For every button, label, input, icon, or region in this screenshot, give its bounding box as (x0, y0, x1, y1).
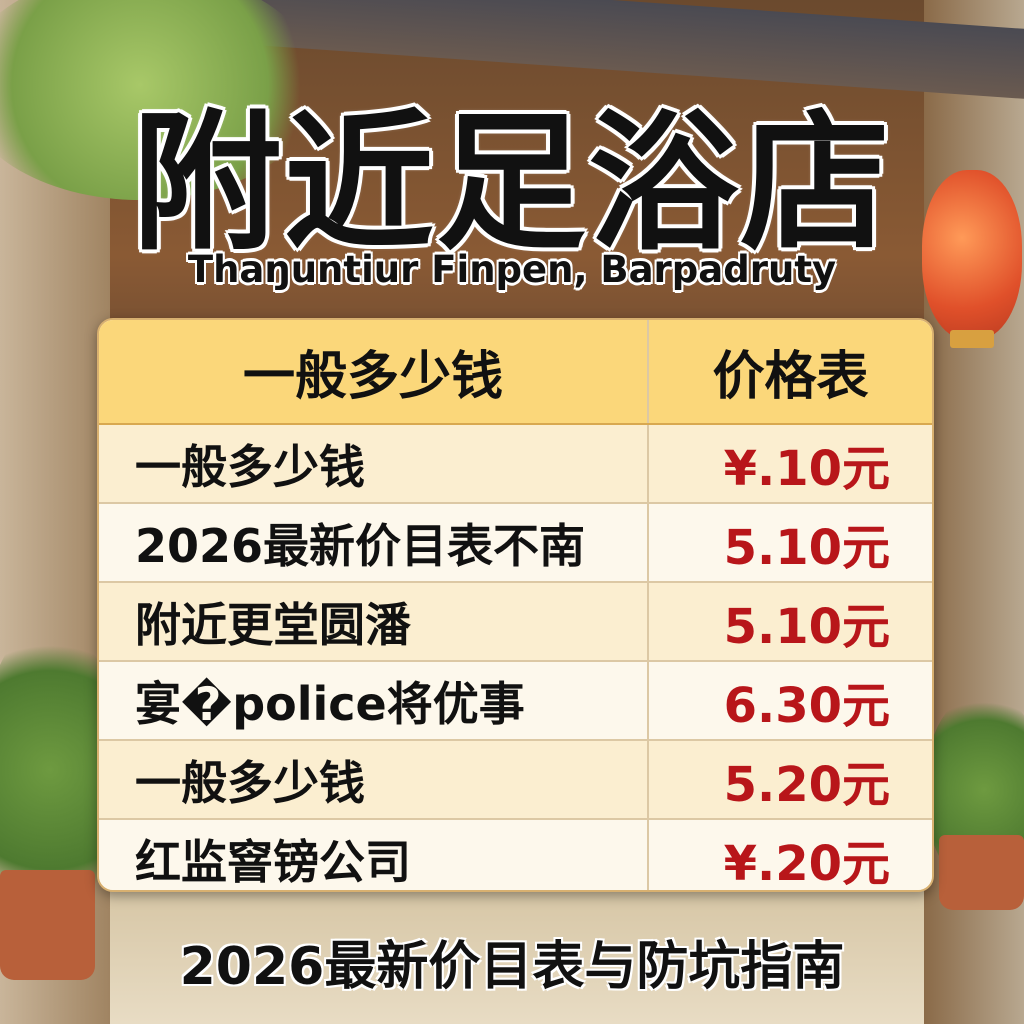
poster-subtitle: Thaŋuntiur Finpen, Barpadruty (187, 248, 837, 291)
table-row: 一般多少钱 5.20元 (99, 741, 932, 820)
item-name: 2026最新价目表不南 (99, 504, 649, 581)
flower-pot-right (939, 835, 1024, 910)
item-name: 一般多少钱 (99, 741, 649, 818)
item-name: 宴�police将优事 (99, 662, 649, 739)
flower-pot-left (0, 870, 95, 980)
tree-foliage (0, 0, 320, 200)
table-row: 2026最新价目表不南 5.10元 (99, 504, 932, 583)
item-name: 附近更堂圆潘 (99, 583, 649, 660)
table-header: 一般多少钱 价格表 (99, 320, 932, 425)
header-price: 价格表 (712, 347, 869, 407)
poster-footer: 2026最新价目表与防坑指南 (179, 937, 845, 997)
table-row: 一般多少钱 ¥.10元 (99, 425, 932, 504)
item-price: 5.20元 (723, 756, 890, 813)
table-row: 附近更堂圆潘 5.10元 (99, 583, 932, 662)
lantern-cap (950, 330, 994, 348)
item-name: 红监窨镑公司 (99, 820, 649, 890)
item-price: ¥.20元 (723, 835, 890, 892)
table-row: 宴�police将优事 6.30元 (99, 662, 932, 741)
item-name: 一般多少钱 (99, 425, 649, 502)
item-price: 6.30元 (723, 677, 890, 734)
item-price: 5.10元 (723, 519, 890, 576)
price-table: 一般多少钱 价格表 一般多少钱 ¥.10元 2026最新价目表不南 5.10元 … (97, 318, 934, 892)
poster-title: 附近足浴店 (131, 97, 892, 271)
item-price: 5.10元 (723, 598, 890, 655)
header-name: 一般多少钱 (99, 320, 649, 423)
table-row: 红监窨镑公司 ¥.20元 (99, 820, 932, 892)
item-price: ¥.10元 (723, 440, 890, 497)
lantern-icon (922, 170, 1022, 340)
